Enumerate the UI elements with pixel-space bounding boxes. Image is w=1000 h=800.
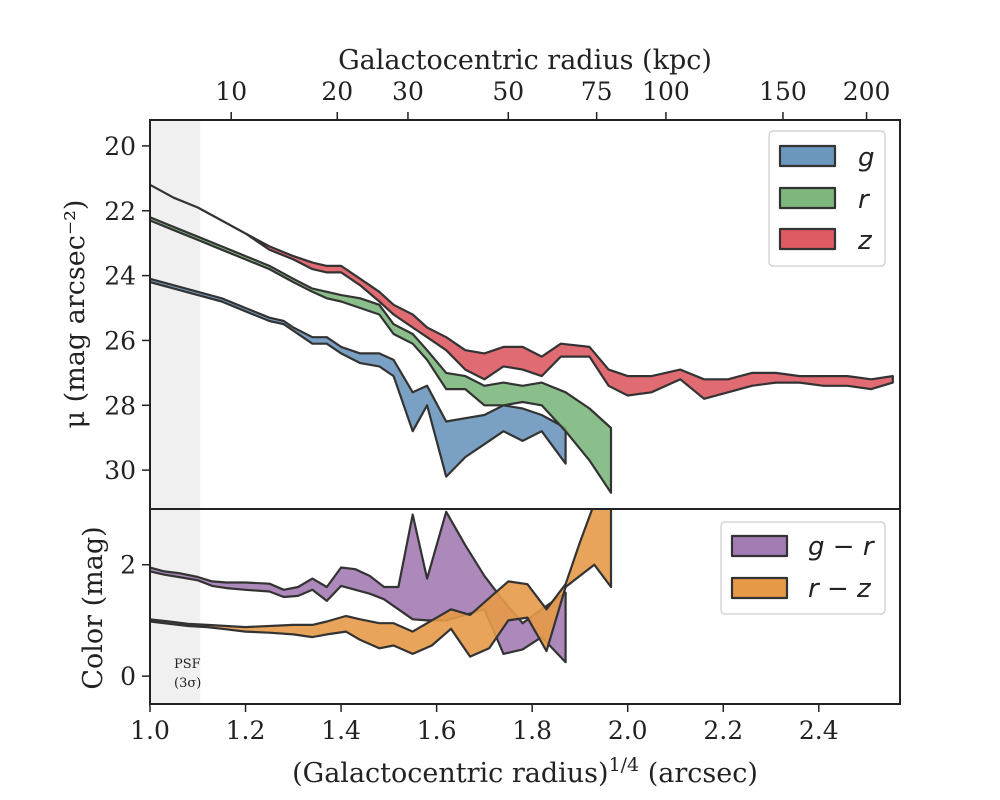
band-r	[150, 216, 613, 494]
x-tick-label: 2.4	[799, 716, 839, 745]
y-tick-label: 22	[104, 197, 136, 226]
x-axis-label-unit: (arcsec)	[639, 758, 758, 789]
x-axis-label-main: (Galactocentric radius)	[292, 758, 608, 789]
x-tick-label: 1.2	[226, 716, 266, 745]
legend-label-r-z: r − z	[808, 574, 872, 604]
y-tick-label: 20	[104, 132, 136, 161]
top-x-tick-label: 10	[215, 77, 247, 106]
y-tick-label: 26	[104, 326, 136, 355]
bottom-y-axis-label: Color (mag)	[78, 526, 109, 689]
y-tick-label: 24	[104, 262, 136, 291]
top-x-tick-label: 100	[642, 77, 690, 106]
psf-annotation-sigma: (3σ)	[174, 676, 201, 691]
top-x-tick-label: 50	[492, 77, 524, 106]
top-x-tick-label: 30	[392, 77, 424, 106]
x-axis-label: (Galactocentric radius)1/4 (arcsec)	[292, 754, 758, 789]
legend-swatch-z	[778, 227, 837, 251]
top-x-tick-label: 200	[843, 77, 891, 106]
top-x-tick-label: 75	[581, 77, 613, 106]
y-tick-label: 30	[104, 456, 136, 485]
band-r-z	[150, 509, 613, 658]
surface-brightness-panel: 20 22 24 26 28 30 10 20 30 50 75 100 150 200 Galacto…	[60, 45, 901, 510]
legend-label-r: r	[858, 185, 871, 215]
top-axis-label: Galactocentric radius (kpc)	[338, 45, 712, 76]
bottom-panel-frame	[149, 508, 901, 705]
y-tick-label: 28	[104, 391, 136, 420]
top-x-tick-label: 150	[759, 77, 807, 106]
legend-swatch-g-r	[730, 534, 789, 558]
legend-label-g-r: g − r	[808, 532, 876, 562]
x-tick-label: 1.8	[512, 716, 552, 745]
legend-label-g: g	[858, 143, 875, 173]
band-z	[150, 183, 894, 400]
color-y-tick-label: 2	[120, 551, 136, 580]
top-legend: g r z	[768, 130, 886, 267]
legend-swatch-g	[778, 144, 837, 168]
legend-swatch-r	[778, 186, 837, 210]
x-axis-label-exponent: 1/4	[609, 754, 640, 776]
psf-annotation: PSF	[174, 657, 201, 672]
color-panel: PSF (3σ) 0 2 1.0 1.2 1.4 1.6 1.8 2.0 2.2 2.4 Col…	[78, 508, 901, 789]
legend-swatch-r-z	[730, 576, 789, 600]
top-x-tick-label: 20	[321, 77, 353, 106]
psf-shaded-region-bottom	[150, 509, 201, 704]
x-tick-label: 1.4	[321, 716, 361, 745]
x-tick-label: 2.0	[608, 716, 648, 745]
legend-label-z: z	[857, 226, 873, 256]
x-tick-label: 1.6	[417, 716, 457, 745]
band-g-r	[150, 510, 567, 664]
psf-shaded-region	[150, 120, 201, 509]
x-tick-label: 1.0	[130, 716, 170, 745]
x-tick-label: 2.2	[703, 716, 743, 745]
band-g	[150, 277, 567, 478]
bottom-legend: g − r r − z	[720, 521, 886, 615]
color-y-tick-label: 0	[120, 662, 136, 691]
top-y-axis-label: μ (mag arcsec⁻²)	[60, 200, 91, 429]
